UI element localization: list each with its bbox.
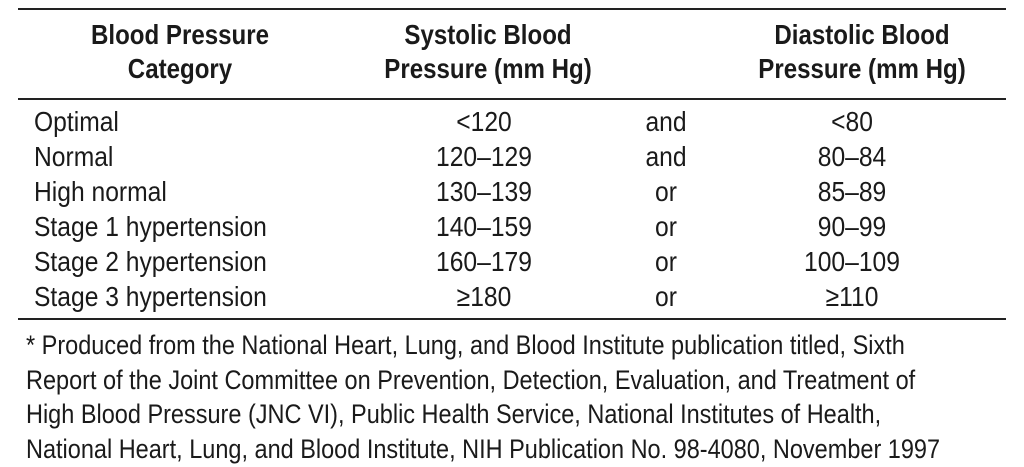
- header-diastolic: Diastolic Blood Pressure (mm Hg): [733, 18, 991, 86]
- table-row: Stage 2 hypertension 160–179 or 100–109: [0, 244, 1024, 279]
- header-divider-rule: [18, 98, 1006, 100]
- diastolic-cell: 90–99: [817, 211, 887, 242]
- table-body: Optimal <120 and <80 Normal 120–129 and …: [0, 104, 1024, 314]
- footnote-line: Report of the Joint Committee on Prevent…: [26, 364, 916, 395]
- table-bottom-rule: [18, 318, 1006, 320]
- conjunction-cell: and: [645, 106, 687, 137]
- footnote-line: National Heart, Lung, and Blood Institut…: [26, 433, 941, 464]
- category-cell: High normal: [34, 176, 167, 207]
- systolic-cell: 160–179: [436, 246, 532, 277]
- systolic-cell: 140–159: [436, 211, 532, 242]
- conjunction-cell: or: [655, 176, 677, 207]
- diastolic-cell: 80–84: [817, 141, 887, 172]
- footnote: * Produced from the National Heart, Lung…: [26, 328, 1000, 466]
- table-row: Stage 1 hypertension 140–159 or 90–99: [0, 209, 1024, 244]
- header-category-line-1: Blood Pressure: [91, 19, 269, 50]
- table-row: High normal 130–139 or 85–89: [0, 174, 1024, 209]
- conjunction-cell: or: [655, 281, 677, 312]
- diastolic-cell: 85–89: [817, 176, 887, 207]
- conjunction-cell: or: [655, 211, 677, 242]
- diastolic-cell: ≥110: [825, 281, 879, 312]
- header-diastolic-line-2: Pressure (mm Hg): [758, 53, 966, 84]
- systolic-cell: 130–139: [436, 176, 532, 207]
- category-cell: Normal: [34, 141, 114, 172]
- table-top-rule: [18, 8, 1006, 10]
- systolic-cell: <120: [456, 106, 512, 137]
- category-cell: Optimal: [34, 106, 119, 137]
- category-cell: Stage 1 hypertension: [34, 211, 267, 242]
- table-row: Normal 120–129 and 80–84: [0, 139, 1024, 174]
- conjunction-cell: or: [655, 246, 677, 277]
- header-systolic: Systolic Blood Pressure (mm Hg): [359, 18, 617, 86]
- footnote-line: * Produced from the National Heart, Lung…: [26, 330, 905, 360]
- systolic-cell: ≥180: [456, 281, 512, 312]
- header-category-line-2: Category: [127, 53, 233, 84]
- diastolic-cell: <80: [831, 106, 873, 137]
- header-systolic-line-1: Systolic Blood: [404, 19, 572, 50]
- category-cell: Stage 2 hypertension: [34, 246, 267, 277]
- header-diastolic-line-1: Diastolic Blood: [774, 19, 950, 50]
- diastolic-cell: 100–109: [804, 246, 900, 277]
- header-category: Blood Pressure Category: [60, 18, 301, 86]
- footnote-line: High Blood Pressure (JNC VI), Public Hea…: [26, 399, 882, 429]
- conjunction-cell: and: [645, 141, 687, 172]
- table-row: Stage 3 hypertension ≥180 or ≥110: [0, 279, 1024, 314]
- systolic-cell: 120–129: [436, 141, 532, 172]
- table-row: Optimal <120 and <80: [0, 104, 1024, 139]
- category-cell: Stage 3 hypertension: [34, 281, 267, 312]
- header-systolic-line-2: Pressure (mm Hg): [384, 53, 592, 84]
